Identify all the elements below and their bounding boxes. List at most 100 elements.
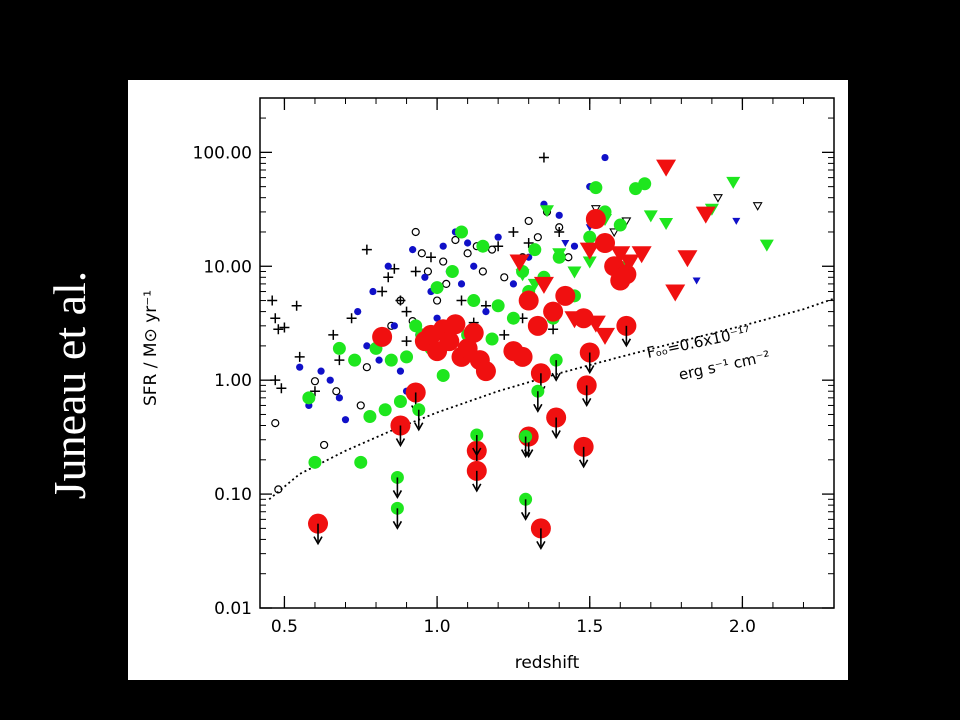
side-label: Juneau et al. <box>44 270 95 500</box>
point-filled-small-circle-blue <box>384 262 392 270</box>
point-large-triangle-red <box>619 254 640 272</box>
point-plus-black <box>493 241 504 252</box>
point-filled-small-circle-blue <box>470 262 478 270</box>
point-large-circle-upper-limit-red <box>579 342 600 375</box>
point-plus-black <box>389 263 400 274</box>
point-filled-circle-green <box>455 225 469 239</box>
point-large-circle-red <box>518 290 539 311</box>
point-plus-black <box>499 329 510 340</box>
point-plus-black <box>334 355 345 366</box>
point-large-circle-red <box>543 301 564 322</box>
point-filled-triangle-green <box>643 210 658 223</box>
x-tick-label: 1.0 <box>424 617 451 637</box>
point-large-triangle-red <box>631 246 652 264</box>
data-points <box>267 152 774 550</box>
point-filled-small-circle-blue <box>335 394 343 402</box>
point-large-circle-upper-limit-red <box>546 407 567 440</box>
point-filled-small-circle-blue <box>509 280 518 288</box>
point-large-circle-red <box>475 361 496 382</box>
flux-limit-curve <box>268 297 834 500</box>
point-plus-black <box>361 244 372 255</box>
point-open-triangle-black <box>752 202 763 211</box>
point-filled-circle-green <box>506 311 520 325</box>
point-open-circle-black <box>332 387 341 396</box>
point-circle-upper-limit-green <box>519 492 533 521</box>
point-open-circle-black <box>500 273 509 282</box>
point-plus-black <box>328 329 339 340</box>
y-tick-label: 1.00 <box>214 371 252 391</box>
point-filled-circle-green <box>613 218 627 232</box>
point-open-triangle-black <box>609 228 620 238</box>
y-tick-label: 0.01 <box>214 599 252 619</box>
point-large-circle-upper-limit-red <box>308 513 329 546</box>
x-axis-label: redshift <box>515 653 580 673</box>
point-filled-triangle-green <box>759 239 774 252</box>
point-filled-small-circle-blue <box>296 363 304 371</box>
point-open-circle-black <box>320 440 329 450</box>
point-open-circle-black <box>356 401 365 410</box>
point-open-triangle-black <box>713 194 723 203</box>
point-filled-circle-green <box>467 294 481 308</box>
point-large-circle-red <box>616 264 637 285</box>
point-open-circle-black <box>487 245 497 254</box>
point-large-circle-red <box>445 314 466 335</box>
point-open-circle-black <box>439 257 448 266</box>
point-circle-upper-limit-green <box>470 428 484 457</box>
point-open-circle-black <box>564 253 573 262</box>
point-open-circle-black <box>396 296 405 305</box>
point-large-circle-red <box>463 322 484 343</box>
point-filled-small-triangle-blue <box>732 217 741 225</box>
point-filled-triangle-green <box>540 205 554 218</box>
point-filled-small-triangle-blue <box>692 277 701 285</box>
point-large-triangle-red <box>677 250 698 268</box>
point-filled-small-circle-blue <box>409 246 417 254</box>
point-filled-circle-green <box>348 353 362 367</box>
point-filled-small-circle-blue <box>341 416 350 424</box>
point-filled-circle-green <box>445 264 459 278</box>
point-filled-circle-green <box>400 350 414 364</box>
y-axis-label: SFR / M⊙ yr⁻¹ <box>141 290 161 406</box>
point-filled-small-circle-blue <box>457 280 466 288</box>
point-filled-small-circle-blue <box>317 367 325 375</box>
point-open-circle-black <box>533 233 542 242</box>
point-open-circle-black <box>362 363 371 372</box>
point-large-circle-upper-limit-red <box>576 375 597 407</box>
point-filled-circle-green <box>384 353 398 367</box>
point-open-circle-black <box>417 249 426 258</box>
y-tick-label: 0.10 <box>214 485 252 505</box>
point-large-triangle-red <box>585 315 606 333</box>
point-filled-circle-green <box>491 299 505 313</box>
point-plus-black <box>456 295 467 306</box>
point-plus-black <box>267 295 278 306</box>
point-large-circle-upper-limit-red <box>530 518 551 550</box>
point-large-circle-red <box>555 285 576 306</box>
point-filled-circle-green <box>638 177 652 191</box>
point-circle-upper-limit-green <box>390 470 404 500</box>
point-circle-upper-limit-green <box>549 353 563 382</box>
point-large-triangle-red <box>656 159 677 177</box>
x-tick-label: 2.0 <box>729 617 756 637</box>
point-open-circle-black <box>432 296 442 305</box>
point-filled-circle-green <box>485 332 499 346</box>
point-filled-small-circle-blue <box>396 367 405 375</box>
point-filled-small-circle-blue <box>570 242 579 250</box>
point-filled-circle-green <box>308 455 322 469</box>
point-open-circle-black <box>442 279 451 289</box>
point-filled-small-circle-blue <box>555 211 563 219</box>
point-filled-triangle-green <box>582 256 597 269</box>
point-large-circle-red <box>527 315 548 336</box>
point-plus-black <box>377 286 388 297</box>
point-filled-small-circle-blue <box>369 287 377 296</box>
figure-panel: 0.5 1.0 1.5 2.0 0.01 0.10 1.00 10.00 100.00 Fₒₒ=… <box>128 80 848 680</box>
point-open-circle-black <box>411 227 420 237</box>
point-filled-circle-green <box>363 409 377 423</box>
point-circle-upper-limit-green <box>390 501 404 530</box>
point-filled-small-circle-blue <box>390 322 398 330</box>
point-plus-black <box>538 152 549 163</box>
point-filled-triangle-green <box>567 266 582 279</box>
point-plus-black <box>294 351 305 362</box>
point-plus-black <box>346 313 357 324</box>
point-filled-small-circle-blue <box>494 233 502 241</box>
